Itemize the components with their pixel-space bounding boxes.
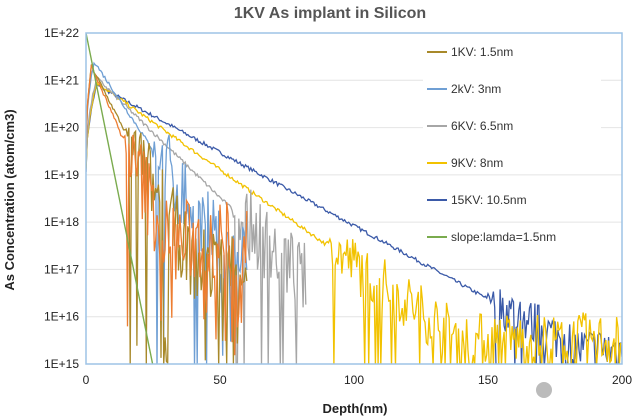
legend-label-0: 1KV: 1.5nm <box>451 45 513 59</box>
y-tick-label-4: 1E+19 <box>44 168 79 182</box>
series-layer <box>86 33 622 364</box>
legend-label-2: 6KV: 6.5nm <box>451 119 513 133</box>
y-tick-label-2: 1E+17 <box>44 262 79 276</box>
wechat-icon <box>536 382 552 398</box>
legend-bg-0 <box>423 41 601 59</box>
x-tick-label-0: 0 <box>83 373 90 387</box>
plot-frame <box>85 32 623 365</box>
series-line-0 <box>86 64 248 364</box>
y-tick-label-5: 1E+20 <box>44 121 79 135</box>
y-tick-label-7: 1E+22 <box>44 26 79 40</box>
x-tick-label-4: 200 <box>612 373 632 387</box>
legend: 1KV: 1.5nm 2kV: 3nm 6KV: 6.5nm 9KV: 8nm 15KV… <box>423 41 601 244</box>
y-tick-label-6: 1E+21 <box>44 73 79 87</box>
y-tick-labels: 1E+15 1E+16 1E+17 1E+18 1E+19 1E+20 1E+21 1E+22 <box>44 26 79 371</box>
y-tick-label-0: 1E+15 <box>44 357 79 371</box>
series-line-3 <box>86 81 622 364</box>
legend-bg-5 <box>423 226 601 244</box>
x-tick-label-1: 50 <box>213 373 227 387</box>
legend-label-5: slope:lamda=1.5nm <box>451 230 556 244</box>
chart-title: 1KV As implant in Silicon <box>234 5 426 22</box>
series-line-5 <box>86 33 154 364</box>
x-tick-label-3: 150 <box>478 373 498 387</box>
legend-bg-4 <box>423 189 601 207</box>
series-line-extra <box>86 64 248 356</box>
series-line-2 <box>86 74 307 364</box>
x-axis-label: Depth(nm) <box>323 401 388 416</box>
legend-label-3: 9KV: 8nm <box>451 156 503 170</box>
legend-label-1: 2kV: 3nm <box>451 82 501 96</box>
y-tick-label-3: 1E+18 <box>44 215 79 229</box>
x-tick-label-2: 100 <box>344 373 364 387</box>
watermark-text: 计算GO <box>560 383 606 398</box>
legend-bg-1 <box>423 78 601 96</box>
watermark: 计算GO <box>536 382 606 398</box>
y-tick-label-1: 1E+16 <box>44 310 79 324</box>
legend-label-4: 15KV: 10.5nm <box>451 193 527 207</box>
series-group <box>86 33 622 364</box>
x-tick-labels: 0 50 100 150 200 <box>83 373 633 387</box>
legend-bg-2 <box>423 115 601 133</box>
y-axis-label: As Concentration (atom/cm3) <box>2 109 17 290</box>
series-line-4 <box>86 82 622 364</box>
legend-bg-3 <box>423 152 601 170</box>
